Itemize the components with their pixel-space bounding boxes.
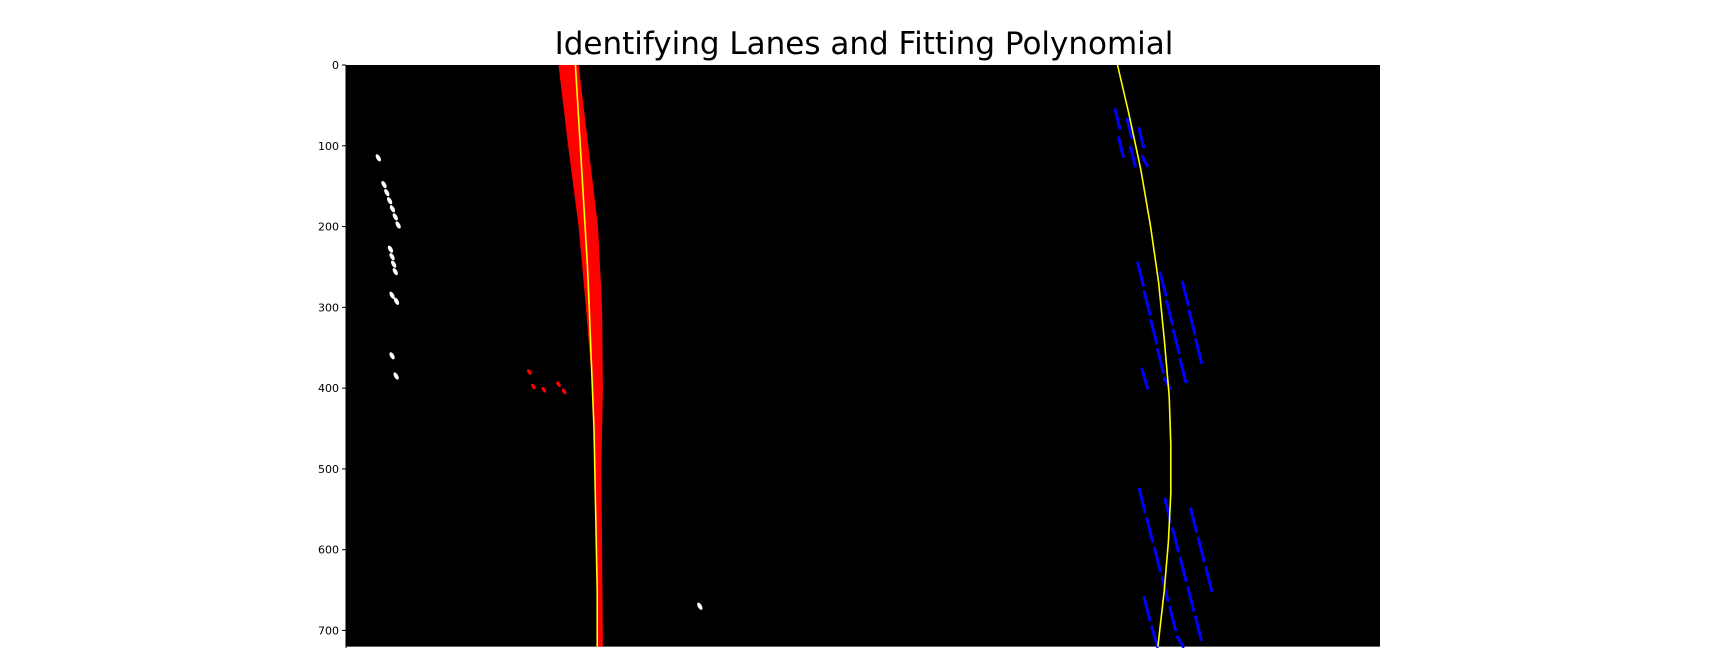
right-lane-streak	[1145, 517, 1155, 543]
right-lane-streak	[1171, 328, 1181, 355]
left-lane-fragment	[561, 388, 567, 395]
left-lane-fragment	[541, 386, 547, 393]
y-tick-label: 700	[318, 624, 339, 637]
other-pixel-mark	[389, 352, 395, 360]
right-lane-streak	[1165, 299, 1174, 326]
other-pixel-cluster	[697, 602, 703, 610]
right-lane-streak	[1141, 155, 1149, 168]
y-tick-label: 0	[332, 59, 339, 72]
left-lane-fragment	[527, 369, 532, 375]
right-lane-cluster	[1113, 107, 1149, 168]
right-lane-streak	[1137, 487, 1147, 514]
y-tick-label: 200	[318, 221, 339, 234]
right-lane-streak	[1186, 586, 1196, 612]
right-lane-streak	[1137, 126, 1146, 149]
other-pixel-mark	[387, 245, 394, 253]
other-pixel-mark	[392, 213, 398, 221]
other-pixel-mark	[393, 372, 399, 380]
right-lane-streak	[1150, 625, 1159, 648]
right-lane-streak	[1196, 536, 1206, 563]
left-lane-pixels	[558, 65, 603, 647]
other-pixel-cluster	[387, 245, 398, 276]
other-pixel-mark	[375, 154, 381, 162]
right-lane-streak	[1178, 556, 1188, 583]
right-polynomial-fit	[1116, 64, 1172, 647]
other-pixel-mark	[391, 260, 397, 268]
other-pixel-cluster	[389, 352, 395, 360]
other-pixel-mark	[389, 253, 395, 261]
right-lane-streak	[1149, 319, 1159, 345]
other-pixel-mark	[384, 189, 390, 197]
other-pixel-mark	[381, 180, 387, 189]
right-lane-streak	[1153, 546, 1162, 573]
right-lane-streak	[1204, 566, 1214, 592]
other-pixel-mark	[395, 221, 401, 229]
right-lane-streak	[1171, 526, 1180, 553]
plot-area	[346, 65, 1380, 647]
other-pixel-mark	[697, 602, 703, 610]
left-polynomial-fit	[574, 64, 599, 647]
other-pixel-cluster	[375, 154, 381, 162]
other-pixel-mark	[393, 297, 400, 305]
right-lane-streak	[1175, 635, 1185, 648]
right-lane-streak	[1113, 107, 1122, 130]
right-lane-streak	[1136, 261, 1145, 288]
left-lane-fragment	[556, 381, 561, 387]
left-lane-fragment	[531, 383, 536, 390]
right-lane-streak	[1129, 145, 1137, 168]
y-axis: 0 100 200 300 400 500 600 700	[318, 59, 347, 648]
other-pixel-mark	[389, 205, 396, 213]
right-lane-streak	[1194, 615, 1203, 642]
right-lane-streak	[1158, 271, 1168, 297]
other-pixel-mark	[386, 197, 393, 205]
right-lane-streak	[1189, 507, 1198, 533]
y-tick-label: 600	[318, 544, 339, 557]
chart-title: Identifying Lanes and Fitting Polynomial	[555, 26, 1174, 62]
y-tick-label: 400	[318, 382, 339, 395]
right-lane-streak	[1178, 357, 1188, 384]
right-lane-streak	[1117, 136, 1125, 159]
right-lane-streak	[1125, 117, 1134, 140]
right-lane-streak	[1142, 290, 1152, 316]
other-pixel-cluster	[393, 372, 399, 380]
right-lane-streak	[1168, 605, 1177, 632]
right-lane-cluster	[1136, 261, 1203, 390]
right-lane-streak	[1140, 367, 1150, 390]
right-lane-streak	[1180, 280, 1190, 307]
right-lane-streak	[1142, 595, 1152, 622]
plot-content	[375, 64, 1214, 648]
y-tick-label: 500	[318, 463, 339, 476]
y-tick-label: 100	[318, 140, 339, 153]
right-lane-streak	[1156, 348, 1165, 374]
y-tick-label: 300	[318, 301, 339, 314]
right-lane-streak	[1194, 338, 1203, 365]
right-lane-streak	[1187, 309, 1197, 336]
other-pixel-cluster	[389, 291, 400, 305]
other-pixel-mark	[389, 291, 395, 299]
other-pixel-mark	[392, 267, 398, 276]
other-pixel-cluster	[381, 180, 401, 229]
